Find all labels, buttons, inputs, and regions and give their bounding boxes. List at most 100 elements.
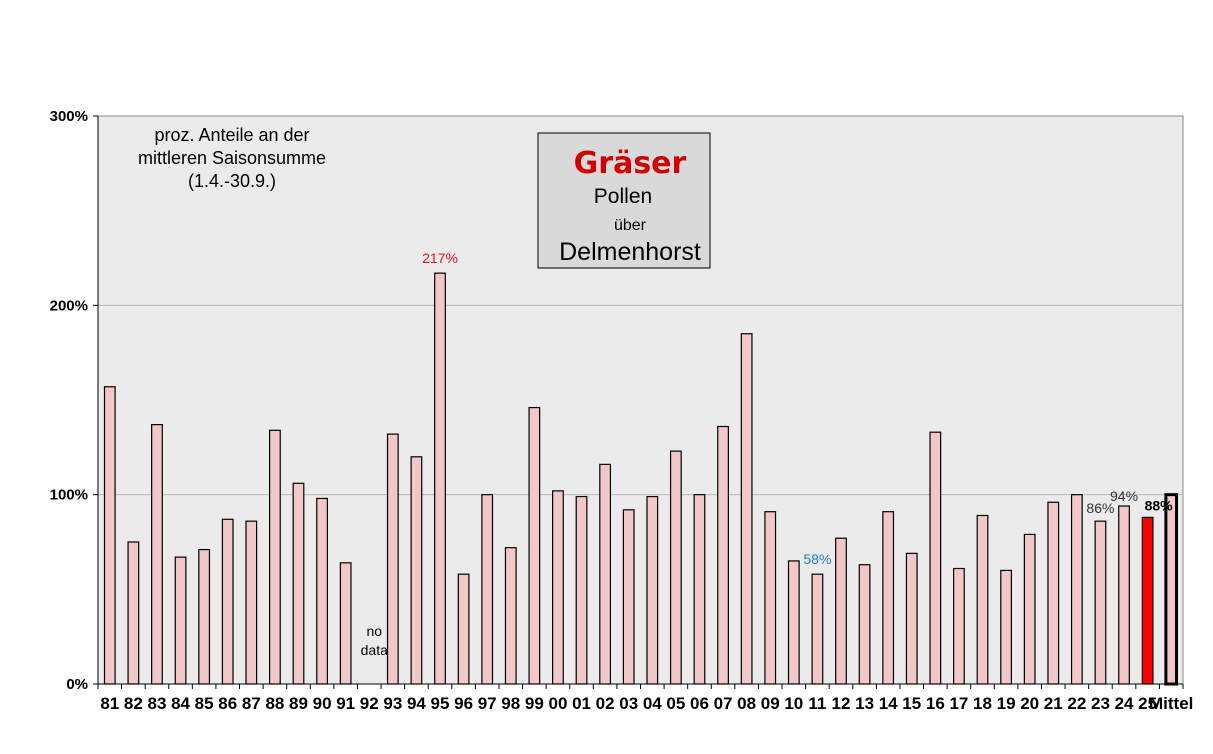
x-tick-label: 12 [832,694,851,713]
x-tick-label: 01 [572,694,591,713]
bar-24 [1118,505,1130,685]
bar-95 [434,272,446,685]
bar-96 [457,573,470,685]
title-ueber: über [614,217,647,234]
bar-91 [339,562,352,685]
title-box-frame [537,132,711,269]
bar-93 [386,433,399,685]
x-tick-label: 89 [289,694,308,713]
note-line-1: proz. Anteile an der [154,125,309,145]
y-tick-label: 100% [50,487,88,504]
bar-97 [481,494,494,685]
x-tick-label: 21 [1044,694,1063,713]
x-tick-label: 91 [336,694,355,713]
x-tick-label: 13 [855,694,874,713]
bar-21 [1047,501,1060,685]
data-label-24: 94% [1110,488,1138,504]
bar-22 [1070,494,1083,685]
x-tick-label: 88 [265,694,284,713]
x-tick-label: 86 [218,694,237,713]
x-tick-label: 18 [973,694,992,713]
x-tick-label: 07 [714,694,733,713]
bar-98 [504,547,517,685]
bar-18 [976,514,989,685]
x-tick-label: 96 [454,694,473,713]
bar-88 [268,429,281,685]
bar-06 [693,494,706,685]
x-tick-label: 17 [949,694,968,713]
note-line-2: mittleren Saisonsumme [138,148,326,168]
bar-99 [528,406,541,685]
x-tick-label: 00 [548,694,567,713]
x-tick-label: 84 [171,694,190,713]
bar-13 [858,564,871,685]
bar-86 [221,518,234,685]
bar-81 [103,386,116,685]
x-tick-label: 24 [1115,694,1134,713]
x-tick-label: 04 [643,694,662,713]
data-label-23: 86% [1086,500,1114,516]
bar-08 [740,333,753,685]
x-tick-label: 23 [1091,694,1110,713]
data-label-95: 217% [422,250,458,266]
x-tick-label: 85 [195,694,214,713]
x-tick-label: 25 [1138,694,1157,713]
note-line-3: (1.4.-30.9.) [188,171,276,191]
x-tick-label: 19 [997,694,1016,713]
x-tick-label: 05 [666,694,685,713]
x-tick-label: 22 [1067,694,1086,713]
bar-14 [882,511,895,685]
bar-00 [552,490,564,685]
x-tick-label: 20 [1020,694,1039,713]
bar-83 [151,424,163,685]
x-tick-label: 87 [242,694,261,713]
x-tick-label: 82 [124,694,143,713]
x-tick-label: 08 [737,694,756,713]
bar-87 [245,520,258,685]
title-delmenhorst: Delmenhorst [559,238,701,266]
x-tick-label: 99 [525,694,544,713]
x-tick-label: 95 [431,694,450,713]
y-axis: 0% 100% 200% 300% [50,108,99,693]
bar-04 [646,495,659,685]
x-tick-label: 16 [926,694,945,713]
bar-01 [575,495,588,685]
bar-11 [811,573,824,685]
data-label-11: 58% [803,551,831,567]
x-tick-label: 90 [313,694,332,713]
bar-05 [669,450,682,685]
x-tick-label: 14 [879,694,898,713]
bar-84 [174,556,187,685]
bar-02 [599,463,612,685]
bar-15 [905,552,918,685]
x-tick-label: 11 [808,694,826,713]
bar-85 [198,548,211,685]
bar-Mittel [1164,493,1179,686]
bar-19 [1000,569,1013,685]
no-data-label: data [361,642,388,658]
bar-03 [622,509,635,685]
bar-12 [835,537,847,685]
bar-10 [787,560,800,685]
x-tick-label: 03 [619,694,638,713]
x-tick-label: 10 [784,694,803,713]
x-tick-label: 06 [690,694,709,713]
bar-25 [1141,516,1154,685]
data-label-25: 88% [1145,497,1174,513]
title-graeser: Gräser [574,146,687,181]
x-tick-label: 02 [596,694,615,713]
y-tick-label: 200% [50,297,88,314]
x-tick-label: 15 [902,694,921,713]
x-tick-label: 83 [148,694,167,713]
note-block: proz. Anteile an der mittleren Saisonsum… [138,125,326,191]
title-pollen: Pollen [594,185,652,208]
bar-16 [929,431,942,685]
bar-20 [1023,533,1036,685]
data-labels: no data 217% 58% 86%94% 88% [361,250,1174,658]
y-tick-label: 0% [66,676,88,693]
bar-17 [953,567,965,685]
y-tick-label: 300% [50,108,88,125]
x-axis: 81 82 83 84 85 86 87 88 89 90 91 92 93 94 95 96 97 98 99 00… [97,683,1193,713]
bar-23 [1094,520,1107,685]
